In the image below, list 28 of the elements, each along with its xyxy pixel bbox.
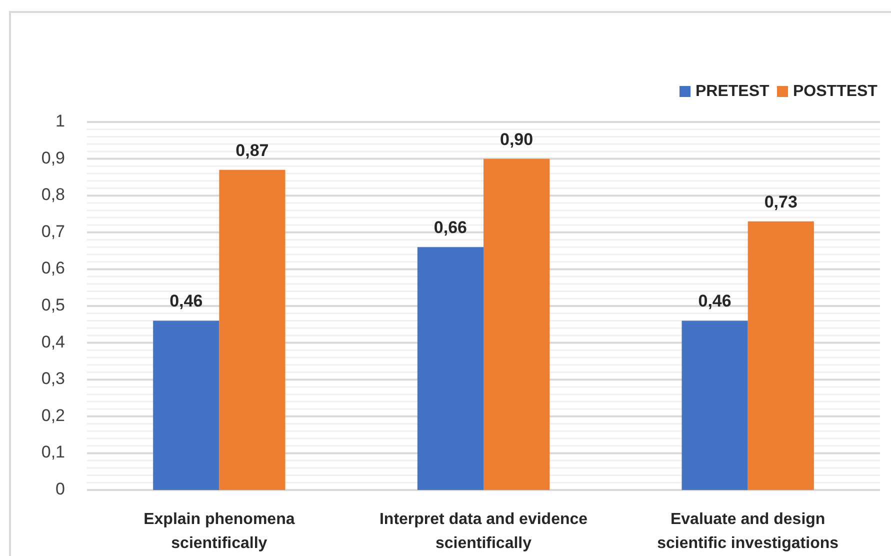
legend-label: POSTTEST (793, 83, 878, 100)
bar (748, 221, 814, 490)
bar (219, 170, 286, 490)
y-tick-label: 0,4 (41, 332, 65, 352)
y-tick-label: 0,8 (41, 185, 65, 204)
bar (417, 247, 484, 490)
y-tick-label: 1 (56, 111, 65, 130)
y-tick-label: 0,2 (41, 406, 65, 425)
data-label: 0,66 (434, 218, 468, 238)
x-tick-label: Evaluate and design scientific investigations (657, 511, 839, 552)
data-label: 0,87 (236, 140, 269, 160)
x-tick-label: Explain phenomena scientifically (144, 511, 295, 552)
y-tick-label: 0,9 (41, 148, 65, 168)
data-label: 0,46 (698, 292, 732, 311)
y-tick-label: 0 (56, 479, 65, 498)
y-tick-label: 0,6 (41, 258, 65, 278)
y-tick-label: 0,7 (41, 222, 65, 241)
data-label: 0,46 (170, 292, 203, 311)
x-tick-label: Interpret data and evidence scientifically (379, 511, 588, 552)
bar (484, 158, 550, 490)
legend-label: PRETEST (696, 83, 770, 100)
y-tick-label: 0,1 (41, 442, 65, 462)
data-label: 0,73 (764, 192, 798, 212)
y-tick-label: 0,5 (41, 295, 65, 314)
data-label: 0,90 (500, 130, 534, 149)
bar (153, 320, 220, 490)
y-tick-label: 0,3 (41, 369, 65, 388)
bar (682, 320, 748, 490)
